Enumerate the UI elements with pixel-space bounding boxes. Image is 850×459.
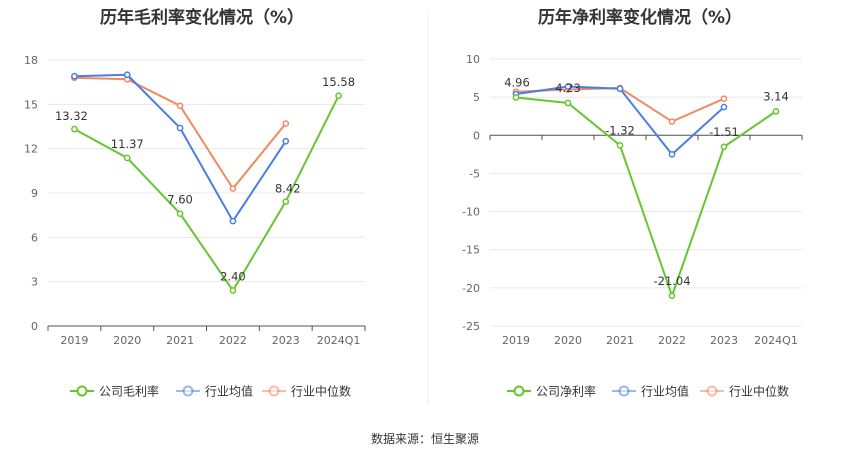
y-tick-label: -5 <box>469 167 480 180</box>
data-label: 3.14 <box>763 89 789 103</box>
data-point-company <box>512 94 520 101</box>
data-point-median <box>176 102 184 110</box>
y-tick-label: 10 <box>466 53 480 66</box>
x-tick-label: 2019 <box>502 334 530 347</box>
data-label: 7.60 <box>167 193 193 207</box>
legend-marker <box>182 385 194 397</box>
legend-marker <box>76 385 88 397</box>
y-tick-label: -20 <box>462 282 480 295</box>
legend-item-median: 行业中位数 <box>262 384 351 399</box>
y-tick-label: 18 <box>24 54 38 67</box>
data-point-median <box>229 185 237 192</box>
data-label: 4.23 <box>555 81 581 95</box>
series-line-company <box>73 95 340 293</box>
series-line-company <box>515 96 777 299</box>
legend-marker <box>706 385 718 397</box>
legend-label: 公司毛利率 <box>99 384 159 399</box>
data-point-avg <box>564 83 572 90</box>
data-point-avg <box>720 103 728 111</box>
data-point-company <box>668 292 676 300</box>
legend-marker <box>268 385 280 397</box>
y-tick-label: 12 <box>24 143 38 156</box>
legend-item-company: 公司毛利率 <box>70 384 159 399</box>
data-point-avg <box>71 72 78 80</box>
legend-label: 行业中位数 <box>291 384 351 399</box>
y-tick-label: -10 <box>462 206 480 219</box>
data-point-company <box>71 125 78 133</box>
x-tick-label: 2022 <box>658 334 686 347</box>
x-tick-label: 2021 <box>606 334 634 347</box>
series-line-median <box>515 86 725 123</box>
chart-title: 历年毛利率变化情况（%） <box>100 7 304 28</box>
legend-label: 公司净利率 <box>536 384 596 399</box>
legend-marker <box>513 385 525 397</box>
legend-marker <box>618 385 630 397</box>
data-point-company <box>772 107 780 115</box>
data-label: -21.04 <box>653 274 690 288</box>
legend-item-company: 公司净利率 <box>507 384 596 399</box>
source-note: 数据来源：恒生聚源 <box>371 431 479 446</box>
data-point-company <box>720 143 728 151</box>
y-tick-label: 5 <box>473 91 480 104</box>
data-label: 4.96 <box>504 75 530 89</box>
legend-label: 行业均值 <box>205 384 253 399</box>
series-line-median <box>74 76 287 191</box>
y-tick-label: -25 <box>462 320 480 333</box>
legend-item-avg: 行业均值 <box>612 384 689 399</box>
data-point-company <box>335 92 342 100</box>
x-tick-label: 2023 <box>710 334 738 347</box>
data-point-company <box>282 198 290 205</box>
data-point-company <box>176 210 184 218</box>
data-point-avg <box>668 151 676 158</box>
data-label: -1.32 <box>605 123 635 137</box>
data-point-company <box>564 99 572 107</box>
chart-2: 历年净利率变化情况（%） -25 -20 -15 -10 -5 0 5 10 2019 2020 20… <box>462 7 803 399</box>
chart-title: 历年净利率变化情况（%） <box>538 7 742 28</box>
data-point-company <box>616 142 624 149</box>
data-point-median <box>282 120 290 127</box>
x-tick-label: 2020 <box>554 334 582 347</box>
x-tick-label: 2024Q1 <box>754 334 798 347</box>
data-label: 13.32 <box>55 109 88 123</box>
legend-item-median: 行业中位数 <box>700 384 789 399</box>
legend-label: 行业均值 <box>641 384 689 399</box>
y-tick-label: 6 <box>31 231 38 244</box>
y-tick-label: 0 <box>31 320 38 333</box>
data-point-median <box>668 118 676 125</box>
data-point-avg <box>176 124 184 132</box>
data-point-avg <box>616 85 624 93</box>
data-point-avg <box>123 71 131 79</box>
y-tick-label: -15 <box>462 244 480 257</box>
data-point-median <box>720 95 728 103</box>
data-point-avg <box>282 137 290 145</box>
x-tick-label: 2023 <box>272 334 300 347</box>
data-point-avg <box>229 217 237 225</box>
data-label: 15.58 <box>322 75 355 89</box>
data-label: 11.37 <box>111 137 144 151</box>
legend-label: 行业中位数 <box>729 384 789 399</box>
y-tick-label: 15 <box>24 98 38 111</box>
x-tick-label: 2019 <box>60 334 88 347</box>
y-tick-label: 0 <box>473 129 480 142</box>
x-tick-label: 2021 <box>166 334 194 347</box>
x-tick-label: 2024Q1 <box>317 334 361 347</box>
x-tick-label: 2022 <box>219 334 247 347</box>
y-tick-label: 9 <box>31 187 38 200</box>
y-tick-label: 3 <box>31 276 38 289</box>
chart-1: 历年毛利率变化情况（%） 0 3 6 9 12 15 18 2019 2020 2021 2022 20… <box>24 7 366 399</box>
data-label: -1.51 <box>709 125 739 139</box>
x-tick-label: 2020 <box>113 334 141 347</box>
legend-item-avg: 行业均值 <box>176 384 253 399</box>
data-label: 2.40 <box>220 270 246 284</box>
data-point-company <box>123 154 131 162</box>
data-point-company <box>229 287 237 294</box>
data-label: 8.42 <box>275 182 301 196</box>
